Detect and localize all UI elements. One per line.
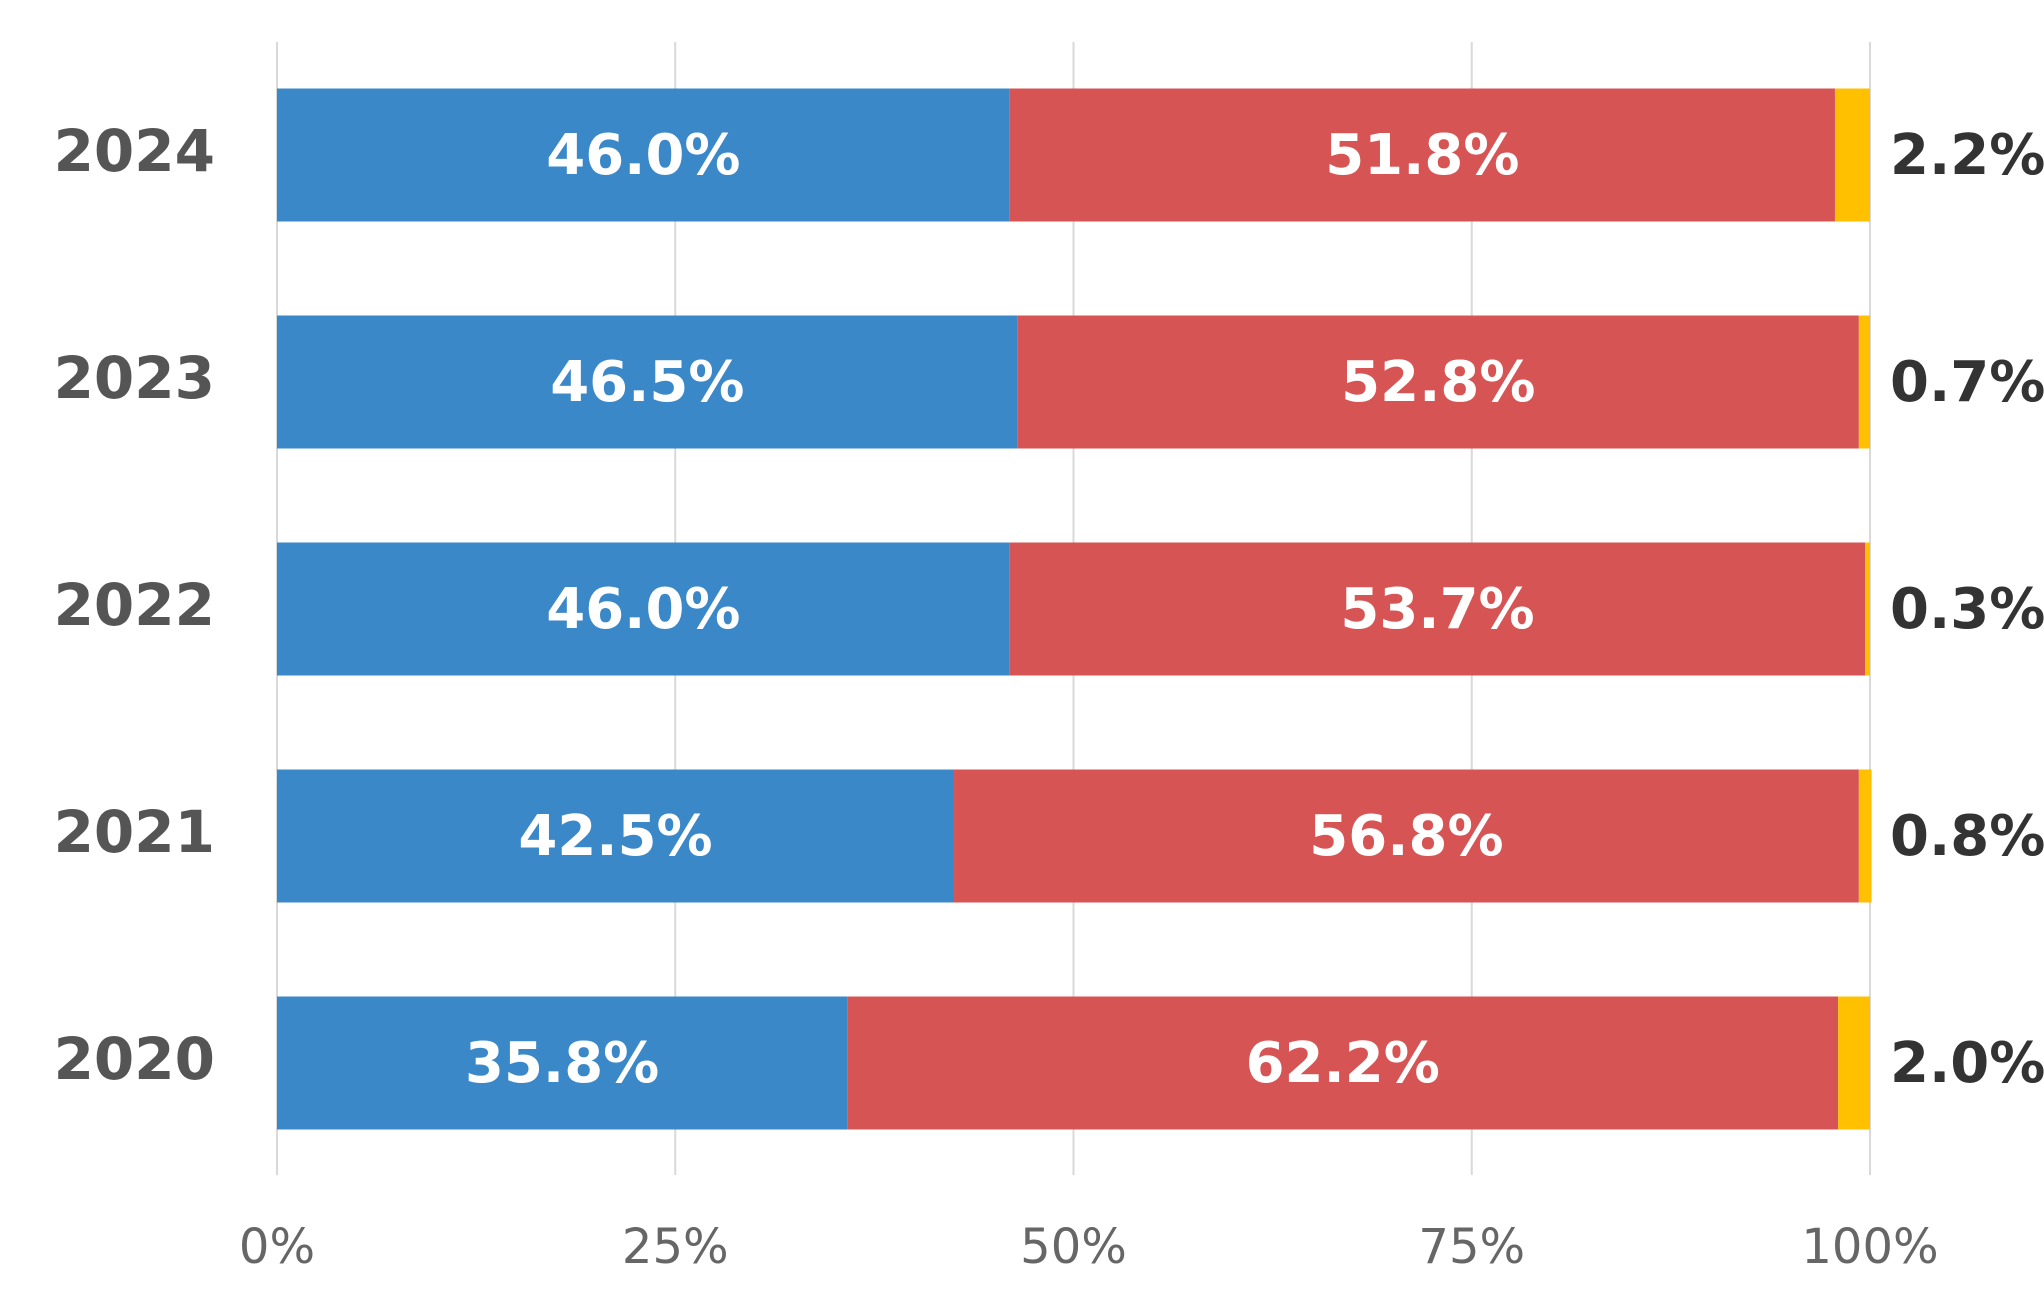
bar-segment	[847, 996, 1839, 1130]
bar-segment	[1865, 542, 1870, 676]
bar-segment	[277, 88, 1010, 222]
data-label: 0.8%	[1890, 804, 2044, 869]
y-tick-label: 2021	[54, 798, 215, 866]
data-label: 52.8%	[1341, 350, 1535, 415]
data-label: 51.8%	[1325, 123, 1519, 188]
bar-segment	[277, 769, 955, 903]
data-label: 46.0%	[546, 577, 740, 642]
data-label: 35.8%	[465, 1031, 659, 1096]
bar-segment	[1009, 88, 1835, 222]
bar-segment	[277, 996, 848, 1130]
data-label: 2.2%	[1890, 123, 2044, 188]
x-tick-label: 25%	[622, 1219, 729, 1275]
data-label: 2.0%	[1890, 1031, 2044, 1096]
bar-segment	[1009, 542, 1866, 676]
y-tick-label: 2024	[54, 117, 215, 185]
data-label: 53.7%	[1340, 577, 1534, 642]
data-label: 46.5%	[550, 350, 744, 415]
bar-segment	[1858, 315, 1870, 449]
data-label: 0.3%	[1890, 577, 2044, 642]
bar-segment	[277, 315, 1018, 449]
bar-segment	[1834, 88, 1870, 222]
bar-segment	[1017, 315, 1859, 449]
bar-segment	[954, 769, 1859, 903]
y-tick-label: 2023	[54, 344, 215, 412]
data-label: 42.5%	[518, 804, 712, 869]
data-label: 62.2%	[1246, 1031, 1440, 1096]
bar-segment	[1858, 769, 1872, 903]
data-label: 56.8%	[1309, 804, 1503, 869]
y-tick-label: 2022	[54, 571, 215, 639]
x-tick-label: 0%	[239, 1219, 315, 1275]
bar-segment	[277, 542, 1010, 676]
x-tick-label: 100%	[1801, 1219, 1938, 1275]
x-tick-label: 50%	[1020, 1219, 1127, 1275]
y-tick-label: 2020	[54, 1025, 215, 1093]
data-label: 0.7%	[1890, 350, 2044, 415]
data-label: 46.0%	[546, 123, 740, 188]
bar-segment	[1838, 996, 1870, 1130]
x-tick-label: 75%	[1418, 1219, 1525, 1275]
